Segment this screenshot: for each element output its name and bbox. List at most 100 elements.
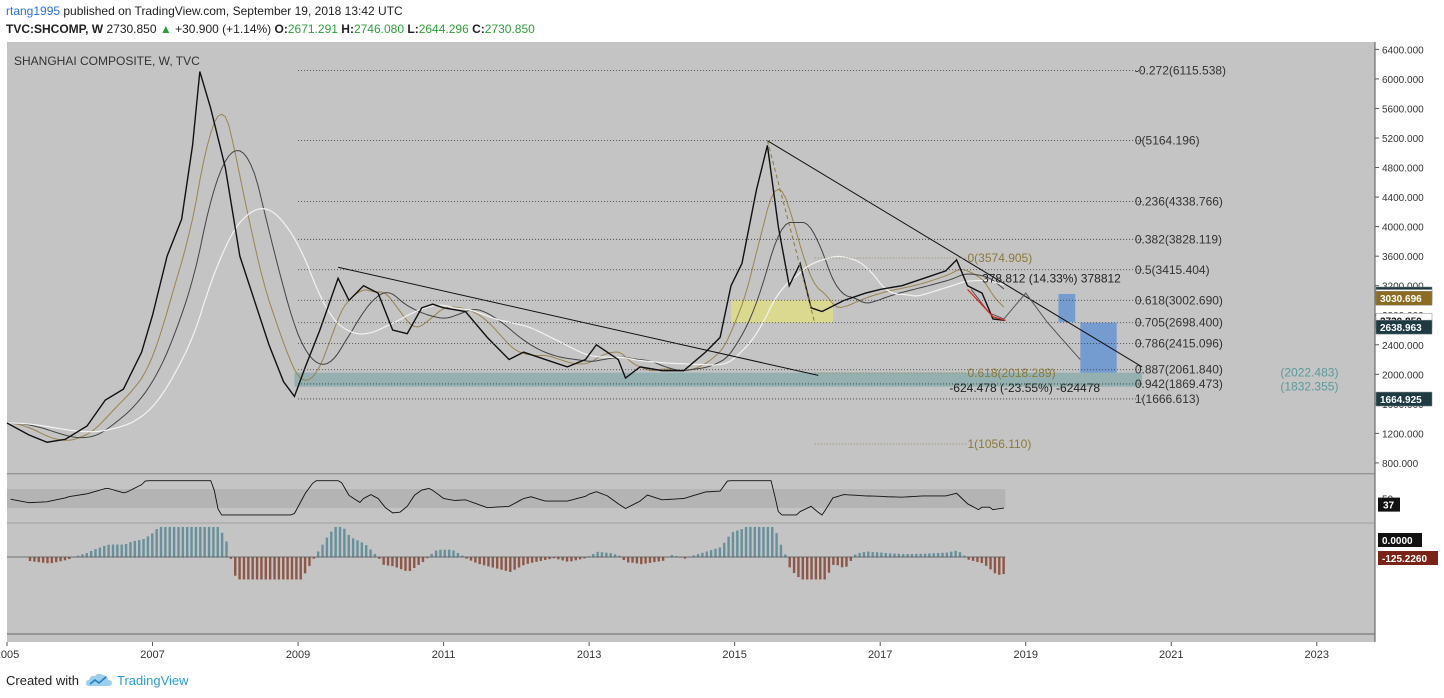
macd-bar [98, 547, 102, 558]
macd-bar [670, 555, 674, 558]
macd-bar [133, 540, 137, 558]
macd-bar [365, 545, 368, 558]
macd-bar [618, 555, 621, 558]
macd-bar [692, 555, 695, 558]
macd-bar [998, 557, 1001, 575]
macd-bar [701, 552, 704, 558]
macd-bar [264, 557, 267, 580]
chart-header: rtang1995 published on TradingView.com, … [0, 0, 1444, 42]
macd-bar [325, 537, 329, 558]
macd-bar [434, 550, 438, 558]
macd-bar [709, 550, 713, 558]
macd-bar [50, 557, 54, 564]
rsi-band [7, 489, 1006, 508]
macd-bar [356, 540, 359, 558]
macd-bar [544, 557, 547, 561]
macd-bar [478, 557, 481, 565]
x-tick-label: 2023 [1305, 649, 1329, 661]
macd-bar [334, 527, 337, 558]
macd-bar [399, 557, 403, 570]
macd-bar [814, 557, 818, 580]
trendline-2015 [767, 140, 1143, 368]
macd-bar [570, 557, 573, 562]
macd-bar [129, 542, 132, 558]
author-link[interactable]: rtang1995 [6, 4, 61, 18]
macd-bar [194, 527, 198, 558]
ohlc-line: TVC:SHCOMP, W 2730.850 ▲ +30.900 (+1.14%… [6, 22, 535, 36]
fib-level-label: 1(1666.613) [1135, 392, 1200, 406]
macd-bar [386, 557, 390, 566]
x-tick-label: 2009 [286, 649, 310, 661]
y-tick-label: 3600.000 [1382, 252, 1424, 263]
trendline-2009 [337, 266, 819, 376]
macd-bar [836, 557, 839, 566]
fib-level-label: 0(5164.196) [1135, 134, 1200, 148]
macd-bar [853, 554, 857, 558]
macd-bar [94, 549, 97, 558]
empty-pane [7, 634, 1375, 642]
macd-bar [107, 544, 110, 558]
macd-bar [906, 554, 909, 558]
macd-bar [849, 557, 853, 561]
macd-bar [220, 532, 224, 558]
macd-bar [609, 553, 612, 558]
macd-zero-tag [1378, 533, 1422, 547]
macd-bar [731, 532, 735, 558]
fib-level-label: 0.786(2415.096) [1135, 337, 1223, 351]
low-label: L: [407, 22, 419, 36]
macd-bar [68, 557, 71, 560]
macd-value-tag-label: -125.2260 [1382, 554, 1427, 565]
macd-bar [727, 536, 730, 558]
price-tag-label: 3030.696 [1380, 294, 1422, 305]
tradingview-link[interactable]: TradingView [117, 673, 189, 688]
macd-bar [705, 551, 708, 558]
up-measure-label: 378.812 (14.33%) 378812 [982, 272, 1121, 286]
macd-bar [915, 553, 918, 558]
macd-bar [626, 557, 630, 563]
fib-level-label: 0.705(2698.400) [1135, 316, 1223, 330]
macd-bar [338, 527, 342, 558]
macd-bar [142, 539, 145, 558]
macd-bar [653, 557, 656, 563]
price-chart[interactable]: -0.272(6115.538) 0(5164.196) 0.236(4338.76… [0, 42, 1444, 664]
y-tick-label: 2400.000 [1382, 341, 1424, 352]
macd-bar [744, 527, 748, 558]
close-value: 2730.850 [484, 22, 535, 36]
macd-bar [312, 557, 316, 559]
x-tick-label: 2019 [1013, 649, 1037, 661]
macd-bar [159, 527, 163, 558]
macd-bar [535, 557, 538, 562]
macd-bar [565, 557, 569, 562]
macd-bar [421, 557, 425, 562]
gap-zone [731, 300, 833, 323]
macd-bar [487, 557, 490, 567]
fib-gold-label: 1(1056.110) [968, 437, 1032, 451]
macd-bar [299, 557, 302, 580]
x-tick-label: 2011 [432, 649, 456, 661]
macd-bar [827, 557, 831, 573]
macd-bar [517, 557, 521, 568]
macd-bar [605, 552, 608, 558]
macd-bar [771, 527, 774, 558]
macd-bar [347, 534, 350, 558]
macd-bar [203, 527, 206, 558]
macd-bar [954, 550, 957, 558]
macd-bar [958, 552, 962, 558]
y-tick-label: 5200.000 [1382, 134, 1424, 145]
low-value: 2644.296 [418, 22, 469, 36]
symbol-label: TVC:SHCOMP, W [6, 22, 104, 36]
macd-bar [186, 527, 189, 558]
macd-bar [417, 557, 420, 565]
macd-bar [316, 551, 320, 558]
fib-dashed-line [766, 140, 816, 323]
macd-bar [273, 557, 276, 580]
macd-bar [683, 557, 687, 559]
macd-bar [513, 557, 516, 570]
fib-level-label: 0.887(2061.840) [1135, 363, 1223, 377]
macd-bar [330, 531, 333, 558]
publish-info: published on TradingView.com, September … [60, 4, 403, 18]
macd-bar [657, 557, 660, 562]
macd-bar [212, 527, 215, 558]
x-tick-label: 2015 [722, 649, 746, 661]
macd-bar [766, 527, 770, 558]
